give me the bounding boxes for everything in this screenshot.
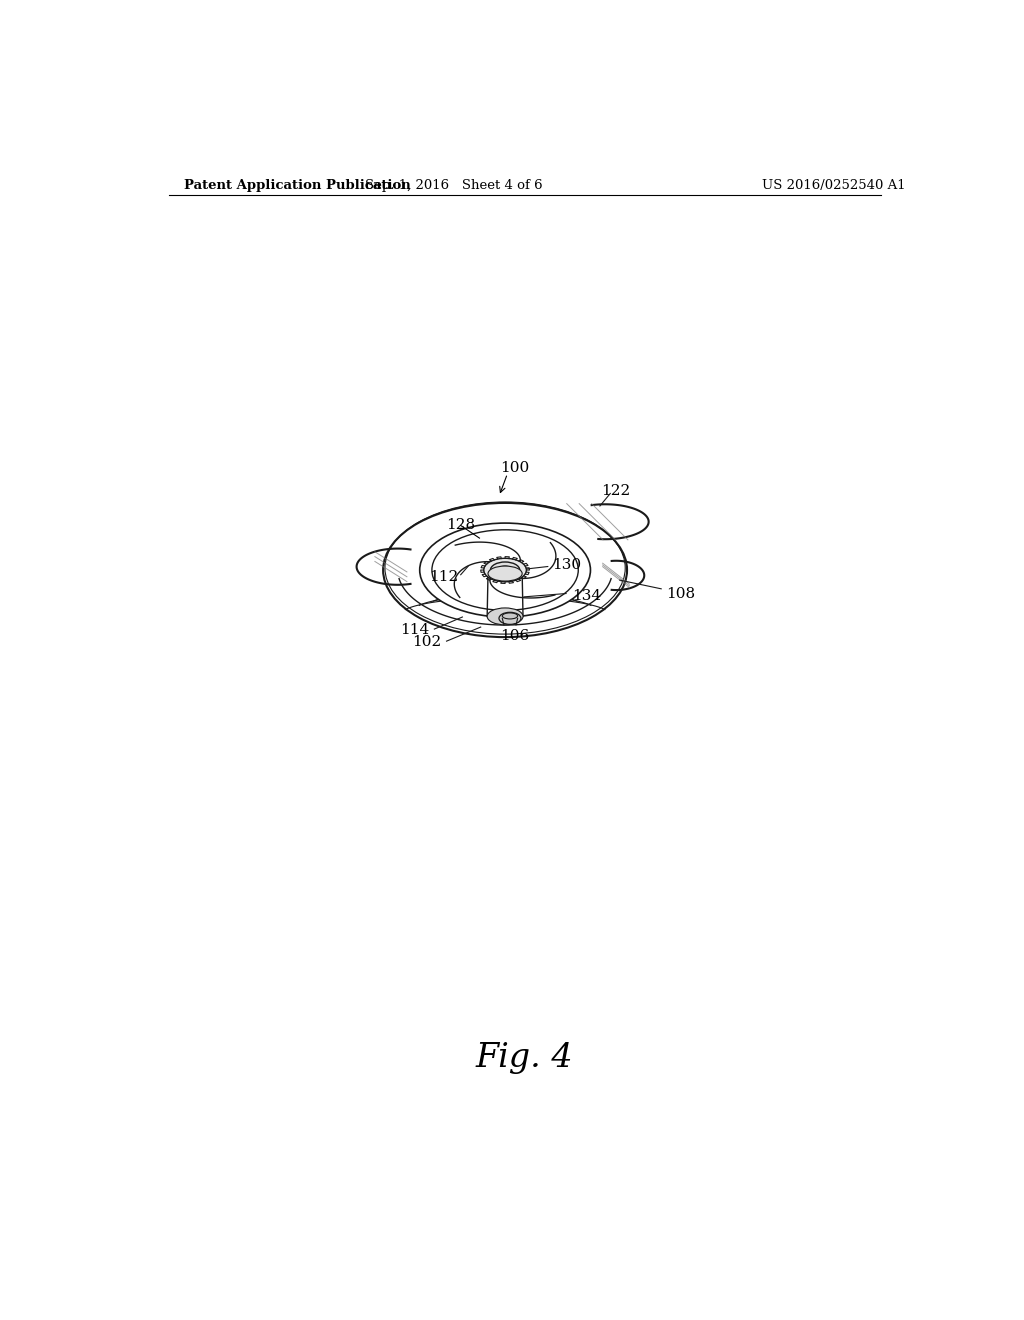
Ellipse shape bbox=[498, 566, 512, 574]
Ellipse shape bbox=[488, 566, 522, 581]
Text: 100: 100 bbox=[500, 461, 529, 475]
Text: 112: 112 bbox=[429, 570, 458, 583]
Text: US 2016/0252540 A1: US 2016/0252540 A1 bbox=[762, 178, 905, 191]
Text: 130: 130 bbox=[552, 558, 582, 573]
Text: 128: 128 bbox=[446, 519, 475, 532]
Ellipse shape bbox=[499, 612, 521, 624]
Text: Patent Application Publication: Patent Application Publication bbox=[184, 178, 412, 191]
Ellipse shape bbox=[487, 609, 523, 624]
Polygon shape bbox=[611, 561, 644, 590]
Polygon shape bbox=[356, 549, 411, 585]
Text: 106: 106 bbox=[500, 630, 529, 643]
Text: 122: 122 bbox=[601, 483, 630, 498]
Ellipse shape bbox=[483, 558, 526, 582]
Text: 134: 134 bbox=[572, 589, 601, 602]
Ellipse shape bbox=[383, 503, 627, 638]
Ellipse shape bbox=[503, 612, 518, 619]
Polygon shape bbox=[592, 504, 648, 539]
Text: Sep. 1, 2016   Sheet 4 of 6: Sep. 1, 2016 Sheet 4 of 6 bbox=[366, 178, 543, 191]
Ellipse shape bbox=[420, 523, 591, 616]
Text: 108: 108 bbox=[666, 586, 695, 601]
Text: 102: 102 bbox=[413, 635, 441, 649]
Text: Fig. 4: Fig. 4 bbox=[476, 1041, 573, 1074]
Text: 114: 114 bbox=[400, 623, 429, 638]
Ellipse shape bbox=[432, 529, 579, 610]
Ellipse shape bbox=[490, 562, 520, 578]
